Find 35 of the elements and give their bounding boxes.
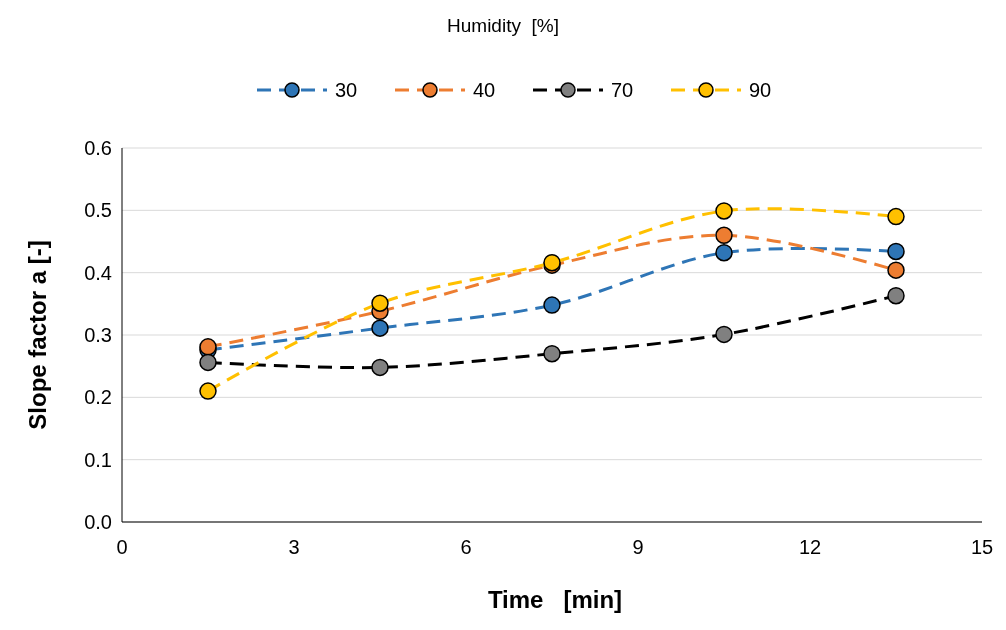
y-tick-label: 0.5 bbox=[84, 199, 112, 222]
point bbox=[887, 242, 905, 261]
point bbox=[887, 286, 905, 305]
x-tick-label: 6 bbox=[460, 536, 472, 558]
point bbox=[199, 382, 217, 400]
legend-label: 90 bbox=[749, 79, 772, 101]
point bbox=[715, 226, 733, 245]
y-tick-label: 0.1 bbox=[84, 448, 112, 471]
point bbox=[371, 294, 389, 312]
point bbox=[887, 207, 905, 226]
point bbox=[199, 353, 217, 372]
x-tick-label: 15 bbox=[970, 536, 994, 558]
x-tick-label: 12 bbox=[798, 536, 822, 558]
y-tick-label: 0.6 bbox=[84, 137, 112, 159]
point bbox=[543, 296, 561, 314]
point bbox=[371, 319, 389, 337]
y-tick-label: 0.0 bbox=[84, 511, 112, 533]
point bbox=[715, 202, 733, 220]
legend-title: Humidity [%] bbox=[447, 15, 559, 36]
legend-label: 30 bbox=[335, 79, 358, 101]
y-axis-title: Slope factor a [-] bbox=[24, 240, 51, 430]
legend-label: 40 bbox=[473, 79, 496, 101]
x-axis-title: Time [min] bbox=[487, 586, 623, 613]
point bbox=[715, 325, 733, 344]
y-tick-label: 0.4 bbox=[84, 261, 112, 284]
y-tick-label: 0.2 bbox=[84, 386, 112, 409]
point bbox=[543, 344, 561, 363]
x-tick-label: 0 bbox=[116, 536, 128, 558]
point bbox=[371, 358, 389, 377]
y-tick-label: 0.3 bbox=[84, 324, 112, 346]
x-tick-label: 3 bbox=[288, 536, 300, 558]
point bbox=[887, 261, 905, 279]
point bbox=[715, 243, 733, 262]
legend-label: 70 bbox=[611, 79, 634, 101]
x-tick-label: 9 bbox=[632, 536, 644, 558]
